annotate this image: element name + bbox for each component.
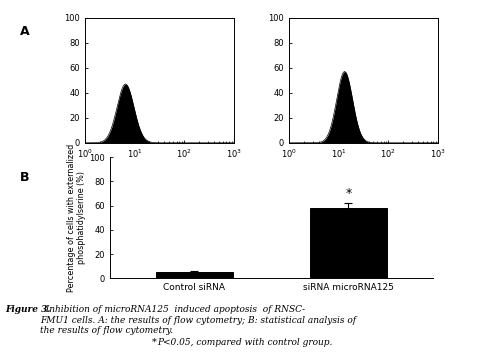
Text: B: B xyxy=(20,171,29,184)
Bar xyxy=(156,272,233,278)
X-axis label: siRNA microRNA125: siRNA microRNA125 xyxy=(318,164,409,173)
Text: A: A xyxy=(20,25,29,38)
Text: Inhibition of microRNA125  induced apoptosis  of RNSC-
FMU1 cells. A: the result: Inhibition of microRNA125 induced apopto… xyxy=(40,305,356,335)
Text: *: * xyxy=(345,187,352,200)
Bar xyxy=(310,208,387,278)
Y-axis label: Percentage of cells with externalized
phosphatidylserine (%): Percentage of cells with externalized ph… xyxy=(67,144,86,292)
X-axis label: Control siRNA: Control siRNA xyxy=(128,164,190,173)
Text: *: * xyxy=(152,338,157,347)
Text: the results of flow cytometry.: the results of flow cytometry. xyxy=(5,338,144,347)
Text: P<0.05, compared with control group.: P<0.05, compared with control group. xyxy=(157,338,332,347)
Text: Figure 3.: Figure 3. xyxy=(5,305,50,314)
